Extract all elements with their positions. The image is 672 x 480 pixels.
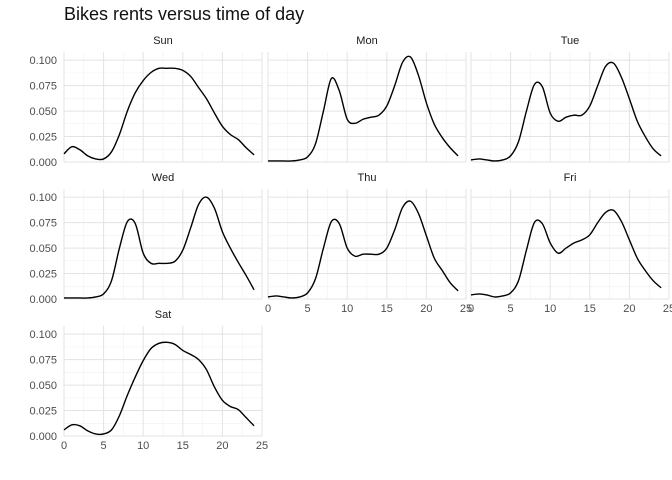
x-tick-label: 15 (177, 440, 189, 452)
density-line-sat (63, 341, 255, 436)
x-tick-label: 25 (663, 303, 672, 315)
density-line-wed (63, 196, 255, 299)
y-tick-label: 0.100 (29, 192, 57, 204)
x-tick-label: 5 (101, 440, 107, 452)
y-tick-label: 0.050 (29, 106, 57, 118)
y-tick-label: 0.000 (29, 431, 57, 443)
facet-label: Sun (153, 35, 173, 47)
facet-label: Tue (561, 35, 580, 47)
x-tick-label: 20 (623, 303, 635, 315)
facet-panel-thu: Thu 0 5 10 15 20 25 (265, 172, 472, 315)
facet-label: Thu (358, 172, 377, 184)
facet-label: Fri (564, 172, 577, 184)
x-tick-label: 15 (381, 303, 393, 315)
y-tick-label: 0.075 (29, 355, 57, 367)
y-tick-label: 0.075 (29, 218, 57, 230)
x-tick-label: 20 (216, 440, 228, 452)
x-tick-label: 0 (61, 440, 67, 452)
y-tick-label: 0.025 (29, 406, 57, 418)
density-line-thu (267, 200, 459, 299)
y-tick-label: 0.100 (29, 329, 57, 341)
y-tick-label: 0.050 (29, 243, 57, 255)
facet-label: Mon (356, 35, 377, 47)
facet-panel-fri: Fri 0 5 10 15 20 25 (468, 172, 672, 315)
y-tick-label: 0.100 (29, 55, 57, 67)
x-tick-label: 5 (508, 303, 514, 315)
x-tick-label: 0 (468, 303, 474, 315)
density-line-sun (63, 67, 255, 161)
x-tick-label: 10 (341, 303, 353, 315)
facet-panel-mon: Mon (267, 35, 467, 163)
facet-panel-tue: Tue (470, 35, 670, 163)
x-tick-label: 0 (265, 303, 271, 315)
density-line-mon (268, 55, 459, 162)
facet-panel-sun: Sun 0.000 0.025 0.050 0.075 0.100 (29, 35, 263, 169)
y-tick-label: 0.000 (29, 294, 57, 306)
y-tick-label: 0.025 (29, 269, 57, 281)
x-tick-label: 25 (256, 440, 268, 452)
facet-label: Wed (152, 172, 174, 184)
facet-panel-wed: Wed 0.000 0.025 0.050 0.075 0.100 (29, 172, 263, 306)
x-tick-label: 25 (460, 303, 472, 315)
x-tick-label: 10 (544, 303, 556, 315)
facet-panels: Sun 0.000 0.025 0.050 0.075 0.100 Mon Tue Wed 0.0… (29, 35, 672, 452)
x-tick-label: 5 (305, 303, 311, 315)
chart-title: Bikes rents versus time of day (64, 4, 304, 24)
density-line-tue (470, 61, 662, 162)
y-tick-label: 0.075 (29, 81, 57, 93)
density-line-fri (470, 209, 662, 298)
facet-panel-sat: Sat 0.000 0.025 0.050 0.075 0.100 0 5 10 15 20 25 (29, 309, 268, 452)
x-tick-label: 20 (420, 303, 432, 315)
y-tick-label: 0.050 (29, 380, 57, 392)
facet-label: Sat (155, 309, 172, 321)
y-tick-label: 0.025 (29, 132, 57, 144)
y-tick-label: 0.000 (29, 157, 57, 169)
x-tick-label: 10 (137, 440, 149, 452)
x-tick-label: 15 (584, 303, 596, 315)
